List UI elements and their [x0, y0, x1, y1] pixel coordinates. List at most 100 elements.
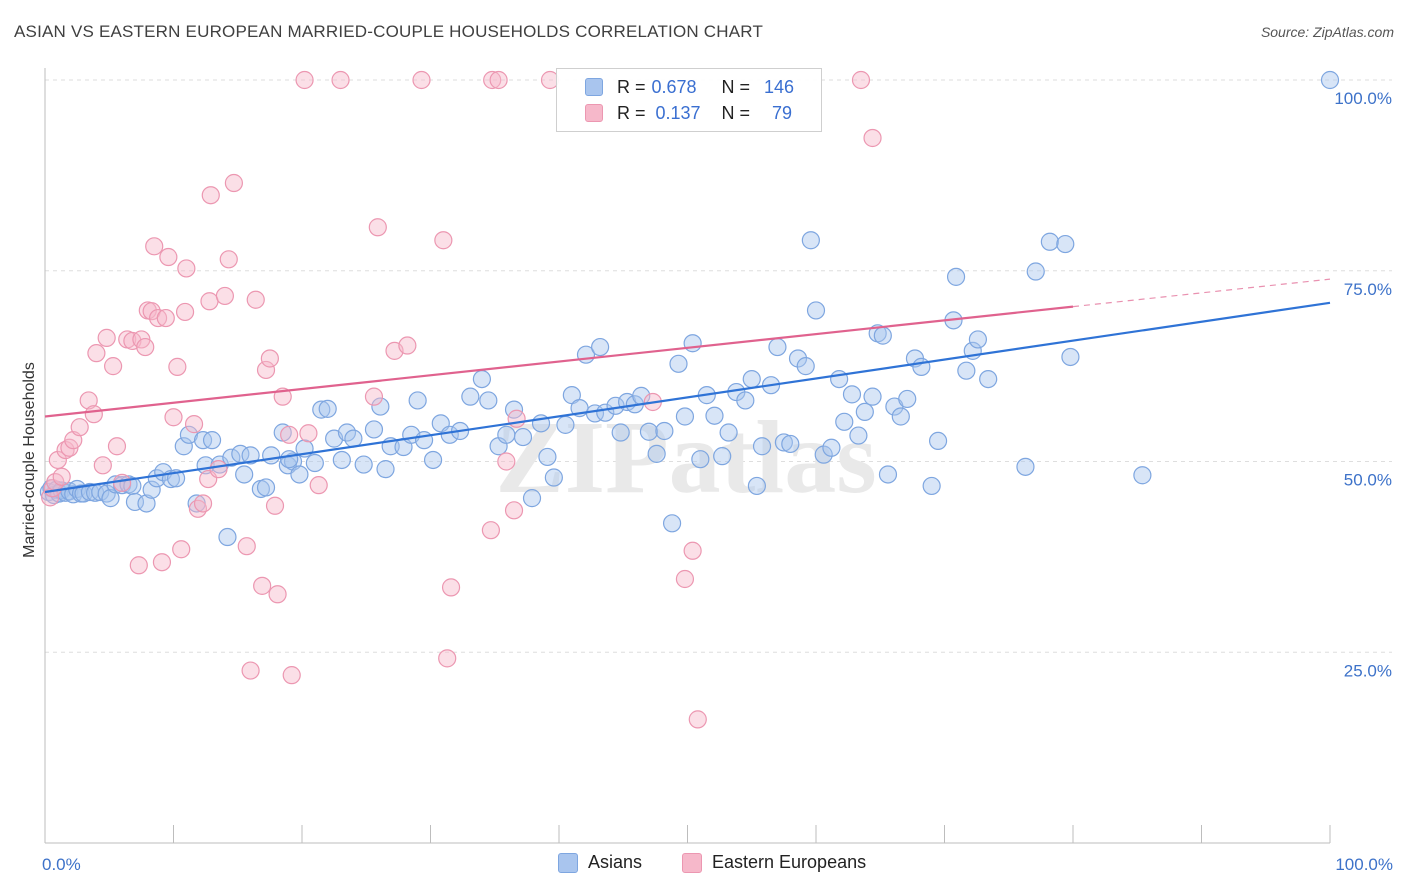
ee-trend-projection	[1072, 278, 1331, 308]
asian-point	[414, 431, 434, 450]
legend-item-asians[interactable]: Asians	[558, 852, 642, 873]
asian-point	[364, 420, 384, 439]
asian-point	[796, 357, 815, 376]
asian-point	[946, 267, 966, 286]
asian-point	[538, 447, 557, 467]
eastern-european-point	[675, 569, 695, 589]
legend-label-asians: Asians	[588, 852, 643, 872]
asian-point	[898, 389, 917, 409]
asian-point	[912, 357, 931, 376]
eastern-european-point	[104, 357, 123, 376]
eastern-european-point	[237, 537, 256, 556]
eastern-european-point	[265, 496, 285, 515]
eastern-european-point	[159, 247, 178, 267]
eastern-european-point	[172, 540, 191, 559]
eastern-european-point	[507, 409, 526, 428]
series-legend: Asians Eastern Europeans	[0, 852, 1406, 876]
eastern-european-point	[145, 237, 164, 256]
eastern-european-point	[48, 450, 67, 470]
eastern-european-point	[215, 286, 234, 306]
eastern-european-point	[260, 349, 279, 368]
asian-point	[556, 415, 575, 434]
eastern-european-point	[224, 173, 243, 193]
eastern-european-point	[438, 649, 457, 668]
asian-point	[1026, 262, 1045, 281]
asian-point	[788, 349, 808, 368]
eastern-european-point	[84, 405, 103, 424]
asian-point	[479, 391, 498, 410]
asian-point	[647, 444, 666, 463]
asian-point	[202, 431, 222, 450]
asian-point	[719, 423, 738, 442]
trend-lines	[44, 278, 1331, 494]
asian-points	[39, 70, 1340, 547]
eastern-european-point	[256, 360, 276, 380]
asian-point	[683, 334, 702, 353]
eastern-european-point	[368, 218, 387, 237]
eastern-european-point	[148, 308, 168, 328]
asian-point	[752, 437, 772, 456]
eastern-european-point	[112, 473, 132, 492]
eastern-european-point	[483, 70, 502, 90]
asian-point	[878, 465, 898, 484]
asian-point	[1040, 232, 1059, 251]
asian-point	[957, 361, 976, 380]
legend-item-eastern-europeans[interactable]: Eastern Europeans	[682, 852, 866, 873]
asian-point	[675, 407, 695, 426]
asian-point	[371, 397, 390, 416]
asian-point	[979, 369, 998, 389]
eastern-european-point	[489, 70, 508, 90]
asian-point	[312, 400, 331, 419]
asian-point	[522, 489, 542, 508]
asian-point	[1056, 234, 1075, 254]
asian-point	[1061, 347, 1080, 367]
asian-point	[774, 433, 793, 452]
y-tick-label: 50.0%	[1344, 471, 1392, 490]
asian-point	[497, 425, 516, 444]
eastern-european-point	[434, 231, 453, 250]
eastern-european-point	[175, 302, 195, 322]
ee-legend-swatch	[682, 852, 702, 873]
eastern-european-point	[497, 452, 516, 471]
asian-point	[691, 450, 710, 469]
eastern-european-point	[683, 541, 702, 560]
eastern-european-point	[331, 70, 350, 90]
eastern-european-point	[299, 424, 318, 443]
asian-point	[179, 425, 199, 444]
legend-label-eastern-europeans: Eastern Europeans	[712, 852, 867, 872]
r-label: R =	[617, 76, 646, 97]
asian-point	[235, 465, 254, 484]
asian-point	[835, 412, 854, 431]
asian-point	[354, 455, 373, 474]
asian-legend-swatch	[558, 852, 578, 873]
eastern-european-point	[168, 357, 187, 376]
asian-point	[585, 404, 605, 423]
asian-point	[863, 387, 882, 406]
eastern-european-point	[481, 521, 500, 540]
eastern-european-point	[79, 391, 98, 410]
eastern-european-point	[246, 290, 265, 309]
eastern-european-point	[241, 661, 260, 680]
eastern-european-point	[97, 328, 116, 347]
gridlines	[45, 79, 1392, 653]
asian-point	[849, 426, 868, 445]
asian-point	[222, 448, 241, 467]
asian-point	[280, 450, 299, 469]
eastern-european-point	[177, 259, 196, 278]
asian-point	[662, 514, 682, 533]
asian-point	[705, 406, 724, 425]
asian-point	[290, 465, 309, 484]
eastern-european-point	[129, 556, 148, 575]
asian-point	[101, 489, 120, 508]
r-value-ee: 0.137	[655, 102, 701, 123]
asian-point	[423, 450, 443, 470]
eastern-european-point	[107, 437, 127, 456]
eastern-european-point	[164, 408, 183, 427]
asian-point	[891, 407, 910, 426]
ee-swatch	[585, 104, 603, 122]
eastern-european-point	[200, 292, 219, 311]
eastern-european-point	[863, 128, 882, 148]
x-tick-label-max: 100.0%	[1335, 855, 1393, 874]
eastern-european-point	[280, 425, 299, 444]
eastern-european-point	[93, 456, 112, 475]
